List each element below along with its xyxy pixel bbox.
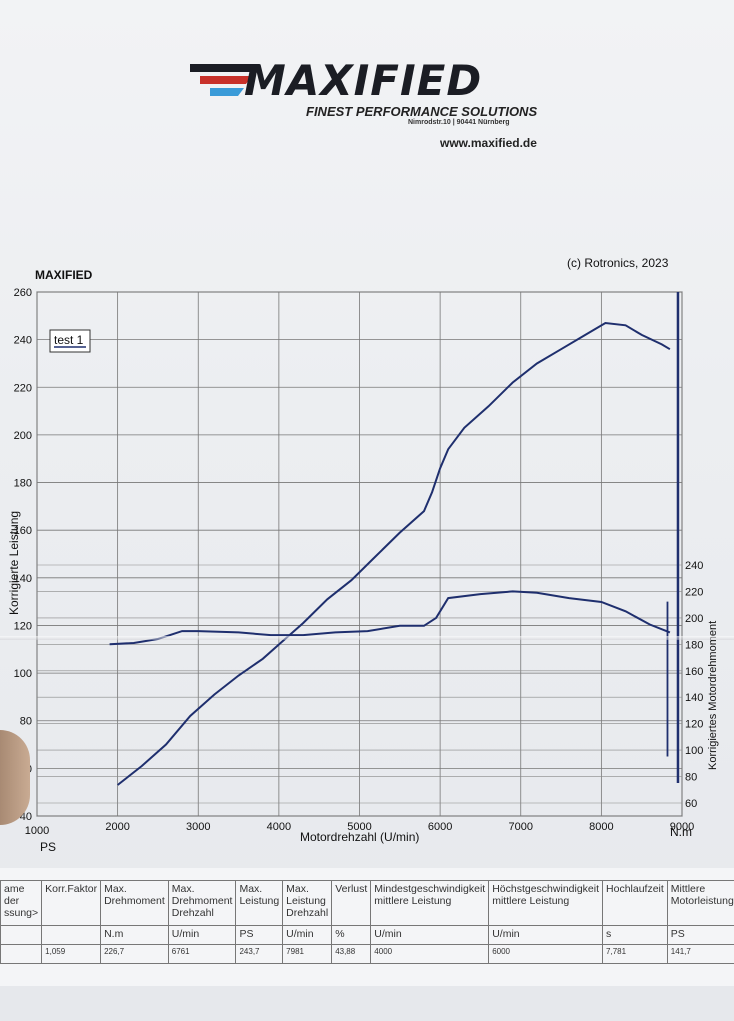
table-header-row: ame der ssung> Korr.Faktor Max. Drehmoment… xyxy=(0,880,734,926)
y-right-tick-label: 200 xyxy=(685,613,703,625)
table-header-cell: Max. Leistung Drehzahl xyxy=(282,880,333,926)
table-unit-cell: % xyxy=(331,925,372,945)
y-tick-label: 120 xyxy=(14,620,32,632)
y-right-tick-label: 180 xyxy=(685,639,703,651)
y-tick-label: 240 xyxy=(14,335,32,347)
x-tick-label: 8000 xyxy=(589,821,613,833)
finger-photo-artifact xyxy=(0,730,30,825)
logo-stripes-icon xyxy=(190,64,260,96)
table-value-cell: 7981 xyxy=(282,944,333,964)
y-right-tick-label: 140 xyxy=(685,692,703,704)
table-units-row: N.m U/min PS U/min% U/min U/min s PS xyxy=(0,925,734,945)
table-value-cell: 6000 xyxy=(488,944,604,964)
copyright-label: (c) Rotronics, 2023 xyxy=(567,256,669,270)
table-value-cell: 1,059 xyxy=(41,944,102,964)
x-tick-label: 1000 xyxy=(25,825,49,837)
table-unit-cell xyxy=(0,925,43,945)
table-unit-cell: U/min xyxy=(282,925,333,945)
y-right-tick-label: 220 xyxy=(685,586,703,598)
right-axis-unit: N.m xyxy=(670,825,692,839)
table-value-cell: 141,7 xyxy=(666,944,734,964)
table-value-cell: 6761 xyxy=(167,944,237,964)
website-link[interactable]: www.maxified.de xyxy=(440,136,537,150)
x-tick-label: 5000 xyxy=(347,821,371,833)
chart-curves xyxy=(109,292,680,786)
table-unit-cell: PS xyxy=(235,925,284,945)
y-right-tick-label: 100 xyxy=(685,745,703,757)
table-unit-cell: U/min xyxy=(370,925,490,945)
y-right-tick-label: 240 xyxy=(685,560,703,572)
y-tick-label: 80 xyxy=(20,716,32,728)
chart-brand-label: MAXIFIED xyxy=(35,268,93,282)
x-axis-label: Motordrehzahl (U/min) xyxy=(300,830,419,844)
right-axis-label: Korrigiertes Motordrehmoment xyxy=(707,621,719,770)
x-axis-ticks: 1000 2000 3000 4000 5000 6000 7000 8000 9000 xyxy=(25,821,694,837)
table-header-cell: Max. Drehmoment xyxy=(100,880,169,926)
y-right-tick-label: 160 xyxy=(685,666,703,678)
y-right-tick-label: 80 xyxy=(685,772,697,784)
table-unit-cell: N.m xyxy=(100,925,169,945)
table-unit-cell: U/min xyxy=(488,925,604,945)
table-header-cell: Höchstgeschwindigkeit mittlere Leistung xyxy=(488,880,604,926)
y-tick-label: 200 xyxy=(14,430,32,442)
power-curve xyxy=(116,321,671,786)
x-tick-label: 9000 xyxy=(670,821,694,833)
x-tick-label: 6000 xyxy=(428,821,452,833)
table-value-cell: 226,7 xyxy=(100,944,169,964)
left-axis-unit: PS xyxy=(40,840,56,854)
legend-label: test 1 xyxy=(54,333,84,347)
table-value-cell: 4000 xyxy=(370,944,490,964)
table-header-cell: ame der ssung> xyxy=(0,880,43,926)
table-values-row: 1,059 226,7 6761 243,7 7981 43,88 4000 6000 7,78… xyxy=(0,944,734,964)
torque-curve xyxy=(109,590,671,646)
table-header-cell: Max. Drehmoment Drehzahl xyxy=(167,880,237,926)
table-value-cell xyxy=(0,944,43,964)
y-tick-label: 180 xyxy=(14,478,32,490)
y-tick-label: 100 xyxy=(14,668,32,680)
table-unit-cell: U/min xyxy=(167,925,237,945)
right-axis-ticks: 60 80 100 120 140 160 180 200 220 240 xyxy=(685,560,703,810)
table-header-cell: Mindestgeschwindigkeit mittlere Leistung xyxy=(370,880,490,926)
y-tick-label: 220 xyxy=(14,382,32,394)
tagline: FINEST PERFORMANCE SOLUTIONS xyxy=(306,104,538,119)
dyno-chart: 406080100120140160180200220240260 608010… xyxy=(7,287,719,854)
y-tick-label: 140 xyxy=(14,573,32,585)
y-right-tick-label: 120 xyxy=(685,719,703,731)
left-axis-label: Korrigierte Leistung xyxy=(7,511,21,615)
y-tick-label: 260 xyxy=(14,287,32,299)
table-header-cell: Max. Leistung xyxy=(235,880,284,926)
paper-fold xyxy=(0,636,734,640)
table-value-cell: 7,781 xyxy=(602,944,668,964)
table-header-cell: Verlust xyxy=(331,880,372,926)
table-unit-cell: PS xyxy=(666,925,734,945)
y-right-tick-label: 60 xyxy=(685,798,697,810)
table-value-cell: 43,88 xyxy=(331,944,372,964)
table-unit-cell: s xyxy=(602,925,668,945)
y-tick-label: 160 xyxy=(14,525,32,537)
table-header-cell: Korr.Faktor xyxy=(41,880,102,926)
results-table: ame der ssung> Korr.Faktor Max. Drehmoment… xyxy=(0,880,734,964)
table-header-cell: Hochlaufzeit xyxy=(602,880,668,926)
results-table-area: ame der ssung> Korr.Faktor Max. Drehmoment… xyxy=(0,868,734,986)
x-tick-label: 2000 xyxy=(105,821,129,833)
table-value-cell: 243,7 xyxy=(235,944,284,964)
x-tick-label: 4000 xyxy=(267,821,291,833)
chart-grid xyxy=(36,291,683,817)
x-tick-label: 7000 xyxy=(509,821,533,833)
address: Nimrodstr.10 | 90441 Nürnberg xyxy=(408,119,510,126)
x-tick-label: 3000 xyxy=(186,821,210,833)
table-unit-cell xyxy=(41,925,102,945)
logo-text: MAXIFIED xyxy=(244,56,483,105)
table-header-cell: Mittlere Motorleistung xyxy=(666,880,734,926)
